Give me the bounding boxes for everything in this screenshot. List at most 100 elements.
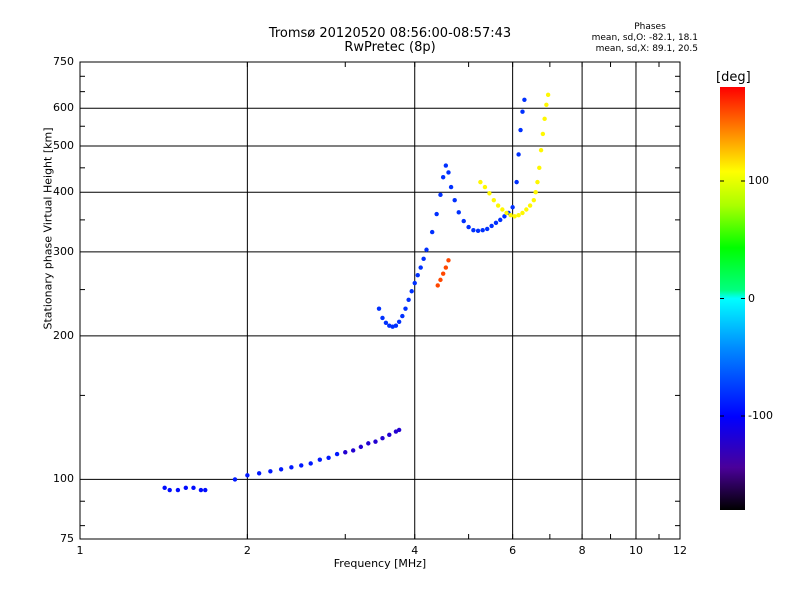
x-tick-label: 2: [243, 544, 251, 557]
data-point: [480, 227, 485, 233]
data-point: [198, 487, 204, 493]
data-point: [510, 205, 515, 210]
data-point: [535, 179, 540, 185]
y-tick-label: 200: [53, 328, 74, 342]
data-point: [544, 102, 549, 108]
data-point: [245, 473, 250, 478]
data-point: [308, 461, 313, 466]
data-point: [383, 320, 389, 325]
data-point: [183, 485, 189, 491]
data-point: [358, 444, 364, 450]
data-point: [522, 97, 527, 102]
data-point: [418, 265, 423, 270]
data-point: [343, 450, 348, 455]
data-point: [498, 217, 503, 223]
data-point: [412, 280, 417, 286]
data-point: [446, 258, 451, 263]
data-point: [256, 471, 262, 476]
colorbar-title: [deg]: [716, 70, 751, 85]
chart-title: Tromsø 20120520 08:56:00-08:57:43: [268, 26, 512, 41]
y-tick-label: 500: [53, 138, 74, 152]
phase-stats: Phases mean, sd,O: -82.1, 18.1 mean, sd,…: [588, 22, 698, 55]
data-point: [545, 92, 551, 98]
data-point: [380, 315, 385, 321]
data-point: [520, 109, 525, 114]
data-point: [542, 116, 547, 122]
data-point: [440, 175, 446, 180]
data-point: [380, 436, 385, 441]
data-point: [475, 228, 481, 234]
data-point: [514, 179, 519, 185]
data-point: [518, 127, 523, 133]
data-point: [400, 313, 405, 319]
data-point: [403, 306, 408, 311]
data-point: [438, 192, 443, 198]
data-point: [167, 487, 172, 493]
data-point: [424, 247, 429, 252]
data-point: [537, 165, 542, 171]
data-point: [531, 197, 537, 203]
x-tick-label: 6: [509, 544, 517, 557]
data-point: [440, 271, 446, 276]
data-point: [456, 210, 461, 215]
data-points: [162, 92, 551, 493]
data-point: [461, 218, 466, 224]
data-point: [429, 229, 435, 235]
grid-lines: [80, 62, 680, 539]
phase-stats-o: mean, sd,O: -82.1, 18.1: [591, 33, 698, 43]
data-point: [406, 297, 411, 302]
axis-ticks: [79, 62, 681, 539]
x-tick-label: 12: [673, 544, 687, 557]
data-point: [495, 203, 501, 208]
data-point: [489, 223, 494, 229]
data-point: [487, 191, 492, 196]
data-point: [443, 265, 449, 270]
data-point: [415, 272, 420, 278]
plot-frame: [79, 61, 681, 540]
y-tick-label: 300: [53, 244, 74, 258]
data-point: [317, 457, 323, 462]
data-point: [443, 163, 449, 168]
data-point: [268, 469, 273, 474]
data-point: [421, 256, 426, 262]
data-point: [387, 323, 392, 328]
data-point: [191, 485, 196, 491]
data-point: [504, 210, 509, 216]
data-point: [376, 306, 382, 311]
data-point: [538, 147, 544, 153]
y-tick-label: 750: [53, 55, 74, 68]
data-point: [393, 429, 399, 434]
data-point: [334, 451, 340, 457]
data-point: [471, 227, 476, 233]
y-tick-label: 400: [53, 185, 74, 199]
data-point: [478, 179, 483, 185]
phase-stats-header: Phases: [634, 22, 666, 32]
data-point: [524, 207, 529, 212]
data-point: [396, 427, 402, 433]
data-point: [448, 184, 454, 190]
data-point: [396, 319, 402, 324]
x-axis-label: Frequency [MHz]: [333, 557, 427, 570]
data-point: [435, 283, 440, 288]
data-point: [232, 477, 238, 482]
x-tick-label: 8: [578, 544, 586, 557]
data-point: [203, 487, 208, 493]
x-tick-label: 1: [76, 544, 84, 557]
data-point: [484, 226, 490, 232]
data-point: [278, 467, 284, 472]
data-point: [533, 190, 538, 195]
data-point: [452, 197, 457, 203]
colorbar-tick-label: 100: [748, 174, 769, 187]
data-point: [175, 487, 181, 493]
data-point: [508, 213, 513, 218]
colorbar-ticks: [720, 180, 745, 417]
data-point: [512, 214, 517, 219]
data-point: [393, 323, 399, 328]
data-point: [520, 210, 525, 216]
data-point: [438, 277, 443, 283]
phase-stats-x: mean, sd,X: 89.1, 20.5: [595, 44, 698, 54]
data-point: [434, 211, 439, 217]
data-point: [162, 485, 167, 491]
x-tick-label: 4: [411, 544, 419, 557]
